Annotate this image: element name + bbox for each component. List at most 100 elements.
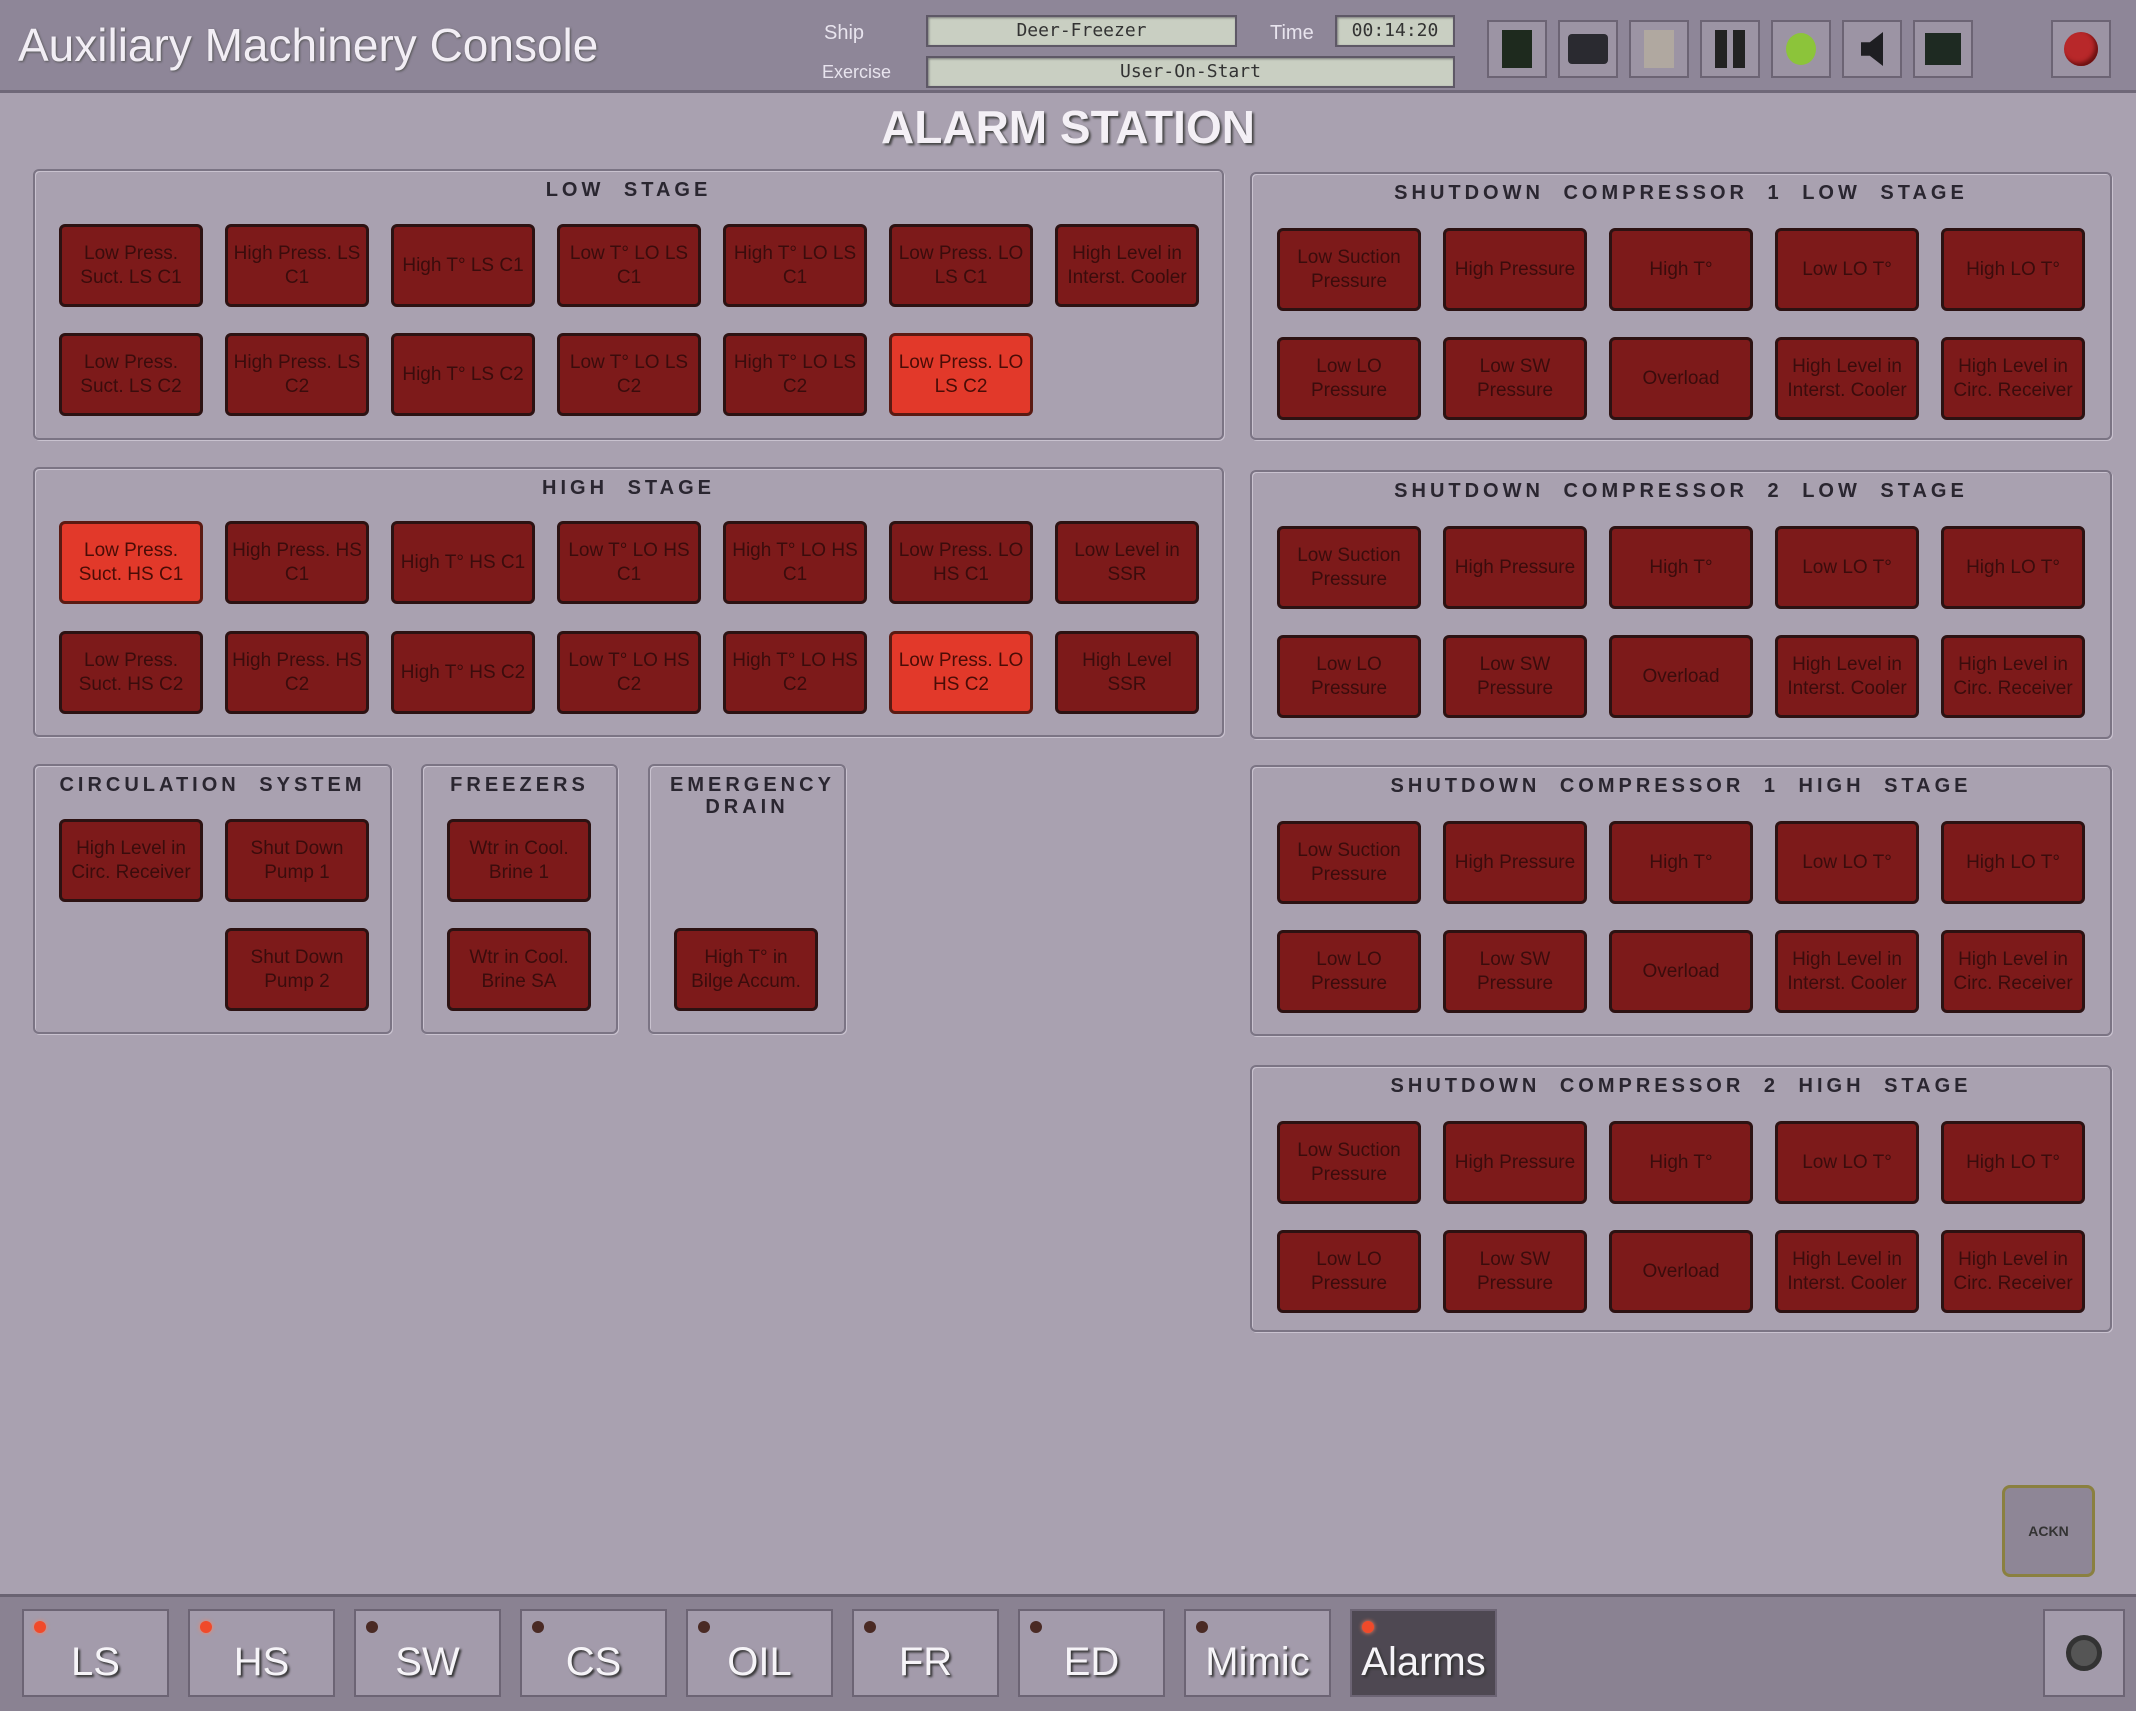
tab-hs[interactable]: HS bbox=[188, 1609, 335, 1697]
alarm-button[interactable]: Low Suction Pressure bbox=[1277, 228, 1421, 311]
tab-ls[interactable]: LS bbox=[22, 1609, 169, 1697]
alarm-button[interactable]: Low Press. LO LS C1 bbox=[889, 224, 1033, 307]
alarm-button[interactable]: High T° HS C1 bbox=[391, 521, 535, 604]
alarm-button[interactable]: High T° LO HS C2 bbox=[723, 631, 867, 714]
alarm-button[interactable]: Low Suction Pressure bbox=[1277, 821, 1421, 904]
alarm-button[interactable]: High Level SSR bbox=[1055, 631, 1199, 714]
alarm-button[interactable]: Low LO Pressure bbox=[1277, 635, 1421, 718]
alarm-button[interactable]: Overload bbox=[1609, 930, 1753, 1013]
alarm-button[interactable]: Low T° LO LS C1 bbox=[557, 224, 701, 307]
tab-fr[interactable]: FR bbox=[852, 1609, 999, 1697]
alarm-button[interactable]: High LO T° bbox=[1941, 821, 2085, 904]
alarm-button[interactable]: Low Press. Suct. HS C2 bbox=[59, 631, 203, 714]
alarm-button[interactable]: Shut Down Pump 2 bbox=[225, 928, 369, 1011]
camera-button[interactable] bbox=[2043, 1609, 2125, 1697]
tab-cs[interactable]: CS bbox=[520, 1609, 667, 1697]
toolbar-button-pause[interactable] bbox=[1700, 20, 1760, 78]
alarm-button[interactable]: High T° LO LS C2 bbox=[723, 333, 867, 416]
alarm-button[interactable]: High Level in Circ. Receiver bbox=[1941, 1230, 2085, 1313]
exercise-field: User-On-Start bbox=[926, 56, 1455, 88]
alarm-button[interactable]: Low SW Pressure bbox=[1443, 337, 1587, 420]
alarm-button[interactable]: Low Press. Suct. HS C1 bbox=[59, 521, 203, 604]
alarm-button[interactable]: Low Suction Pressure bbox=[1277, 1121, 1421, 1204]
alarm-button[interactable]: Overload bbox=[1609, 337, 1753, 420]
alarm-button[interactable]: High Level in Circ. Receiver bbox=[1941, 635, 2085, 718]
bottom-tab-bar: LS HS SW CS OIL FR ED Mimic Alarms bbox=[0, 1594, 2136, 1711]
alarm-button[interactable]: Low Press. LO HS C1 bbox=[889, 521, 1033, 604]
alarm-button[interactable]: High Press. HS C2 bbox=[225, 631, 369, 714]
tab-ed[interactable]: ED bbox=[1018, 1609, 1165, 1697]
alarm-button[interactable]: Low Press. Suct. LS C1 bbox=[59, 224, 203, 307]
alarm-button[interactable]: High T° LS C2 bbox=[391, 333, 535, 416]
alarm-button[interactable]: Shut Down Pump 1 bbox=[225, 819, 369, 902]
tab-label: Mimic bbox=[1205, 1640, 1310, 1684]
alarm-button[interactable]: Low Press. LO LS C2 bbox=[889, 333, 1033, 416]
panel-title: SHUTDOWN COMPRESSOR 1 HIGH STAGE bbox=[1390, 775, 1972, 797]
alarm-button[interactable]: Low LO Pressure bbox=[1277, 930, 1421, 1013]
alarm-button[interactable]: High T° bbox=[1609, 821, 1753, 904]
alarm-button[interactable]: Low Level in SSR bbox=[1055, 521, 1199, 604]
alarm-button[interactable]: High T° LO HS C1 bbox=[723, 521, 867, 604]
alarm-button[interactable]: High Level in Interst. Cooler bbox=[1055, 224, 1199, 307]
alarm-button[interactable]: High Level in Circ. Receiver bbox=[1941, 930, 2085, 1013]
alarm-button[interactable]: High T° bbox=[1609, 228, 1753, 311]
alarm-button[interactable]: Low SW Pressure bbox=[1443, 1230, 1587, 1313]
tab-alarms[interactable]: Alarms bbox=[1350, 1609, 1497, 1697]
alarm-button[interactable]: High T° bbox=[1609, 526, 1753, 609]
alarm-button[interactable]: High T° LS C1 bbox=[391, 224, 535, 307]
alarm-button[interactable]: High LO T° bbox=[1941, 228, 2085, 311]
toolbar-button-blank-page[interactable] bbox=[1629, 20, 1689, 78]
toolbar-button-green-apple[interactable] bbox=[1771, 20, 1831, 78]
alarm-button[interactable]: High Pressure bbox=[1443, 821, 1587, 904]
alarm-button[interactable]: Low LO Pressure bbox=[1277, 337, 1421, 420]
alarm-button[interactable]: Low T° LO HS C2 bbox=[557, 631, 701, 714]
alarm-button[interactable]: Low SW Pressure bbox=[1443, 930, 1587, 1013]
alarm-button[interactable]: Overload bbox=[1609, 635, 1753, 718]
alarm-button[interactable]: High LO T° bbox=[1941, 526, 2085, 609]
alarm-button[interactable]: Low LO T° bbox=[1775, 526, 1919, 609]
alarm-button[interactable]: High T° LO LS C1 bbox=[723, 224, 867, 307]
panel-title: HIGH STAGE bbox=[542, 477, 715, 499]
alarm-button[interactable]: High Press. HS C1 bbox=[225, 521, 369, 604]
alarm-button[interactable]: High T° in Bilge Accum. bbox=[674, 928, 818, 1011]
alarm-button[interactable]: High Level in Circ. Receiver bbox=[59, 819, 203, 902]
alarm-button[interactable]: High Level in Interst. Cooler bbox=[1775, 930, 1919, 1013]
toolbar-button-screen[interactable] bbox=[1913, 20, 1973, 78]
toolbar-button-display[interactable] bbox=[1558, 20, 1618, 78]
alarm-button[interactable]: Low LO T° bbox=[1775, 1121, 1919, 1204]
alarm-button[interactable]: Overload bbox=[1609, 1230, 1753, 1313]
alarm-button[interactable]: High T° bbox=[1609, 1121, 1753, 1204]
tab-sw[interactable]: SW bbox=[354, 1609, 501, 1697]
alarm-button[interactable]: High Pressure bbox=[1443, 1121, 1587, 1204]
alarm-button[interactable]: High Level in Interst. Cooler bbox=[1775, 635, 1919, 718]
toolbar-button-speaker[interactable] bbox=[1842, 20, 1902, 78]
alarm-button[interactable]: Low LO T° bbox=[1775, 821, 1919, 904]
alarm-button[interactable]: Low SW Pressure bbox=[1443, 635, 1587, 718]
alarm-button[interactable]: High Level in Interst. Cooler bbox=[1775, 1230, 1919, 1313]
alarm-button[interactable]: Low Press. LO HS C2 bbox=[889, 631, 1033, 714]
acknowledge-button[interactable]: ACKN bbox=[2002, 1485, 2095, 1577]
panel-title: CIRCULATION SYSTEM bbox=[59, 774, 366, 796]
alarm-button[interactable]: Low T° LO LS C2 bbox=[557, 333, 701, 416]
alarm-button[interactable]: Wtr in Cool. Brine 1 bbox=[447, 819, 591, 902]
record-button[interactable] bbox=[2051, 20, 2111, 78]
alarm-button[interactable]: High T° HS C2 bbox=[391, 631, 535, 714]
alarm-button[interactable]: High LO T° bbox=[1941, 1121, 2085, 1204]
alarm-button[interactable]: Low LO Pressure bbox=[1277, 1230, 1421, 1313]
alarm-button[interactable]: Low LO T° bbox=[1775, 228, 1919, 311]
alarm-button[interactable]: High Pressure bbox=[1443, 228, 1587, 311]
alarm-button[interactable]: High Press. LS C2 bbox=[225, 333, 369, 416]
alarm-button[interactable]: Low Suction Pressure bbox=[1277, 526, 1421, 609]
toolbar-button-monitor-dark[interactable] bbox=[1487, 20, 1547, 78]
alarm-button[interactable]: High Press. LS C1 bbox=[225, 224, 369, 307]
alarm-button[interactable]: Wtr in Cool. Brine SA bbox=[447, 928, 591, 1011]
green-apple-icon bbox=[1786, 33, 1816, 65]
alarm-button[interactable]: High Pressure bbox=[1443, 526, 1587, 609]
alarm-button[interactable]: High Level in Interst. Cooler bbox=[1775, 337, 1919, 420]
tab-mimic[interactable]: Mimic bbox=[1184, 1609, 1331, 1697]
alarm-button[interactable]: Low T° LO HS C1 bbox=[557, 521, 701, 604]
alarm-button[interactable]: Low Press. Suct. LS C2 bbox=[59, 333, 203, 416]
alarm-button[interactable]: High Level in Circ. Receiver bbox=[1941, 337, 2085, 420]
tab-oil[interactable]: OIL bbox=[686, 1609, 833, 1697]
red-record-icon bbox=[2064, 32, 2098, 66]
